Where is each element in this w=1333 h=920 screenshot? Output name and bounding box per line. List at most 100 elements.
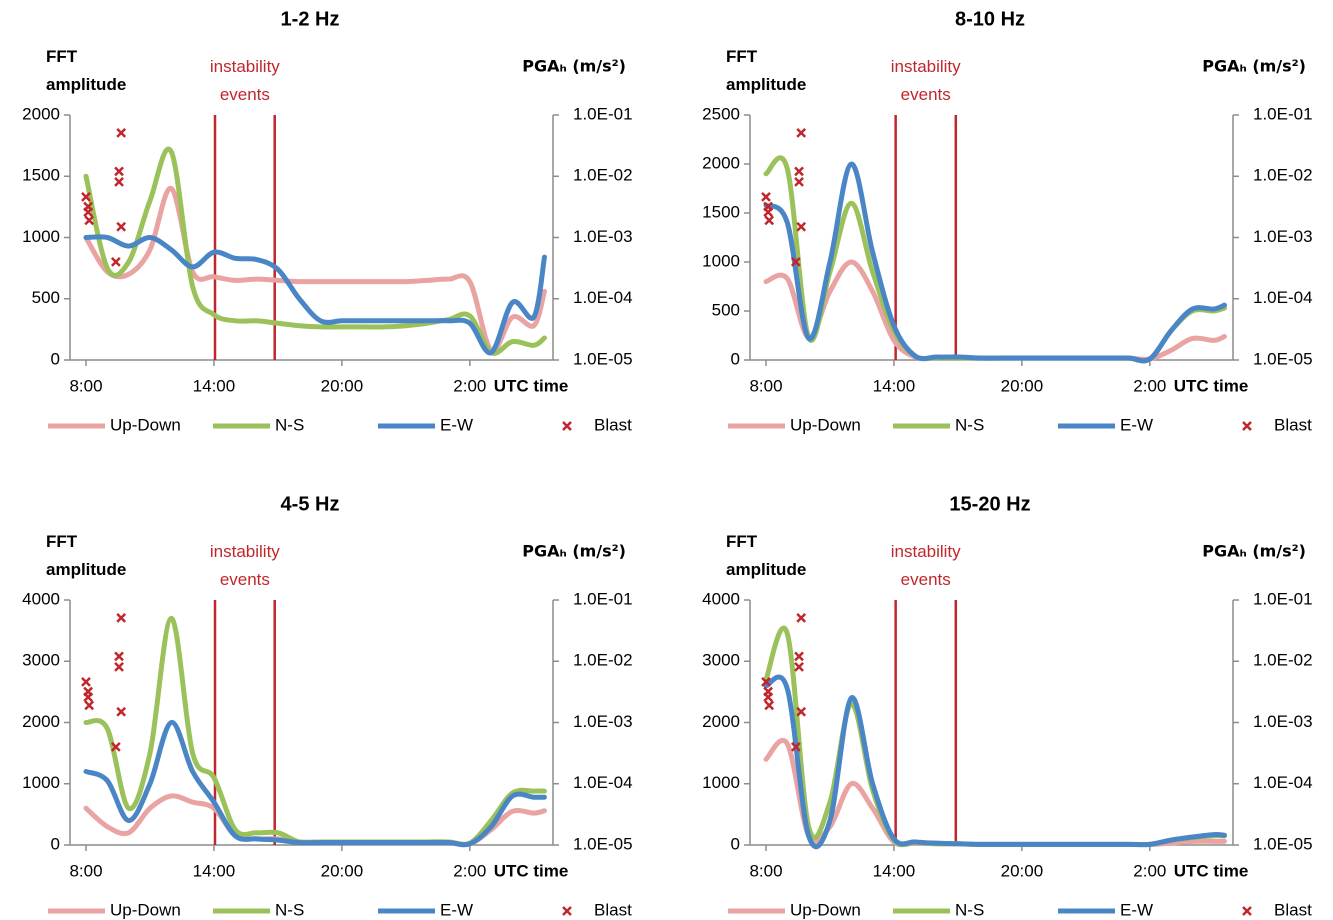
y-tick-label: 1000 [702,251,740,270]
y-tick-label: 0 [51,349,60,368]
blast-marker [790,741,801,752]
y2-tick-label: 1.0E-03 [573,227,633,246]
legend-label: N-S [955,900,984,919]
y-tick-label: 1000 [702,773,740,792]
x-tick-label: 8:00 [749,376,782,395]
data-line [83,234,547,356]
blast-marker [761,192,771,202]
y2-axis-label: PGAₕ (m/s²) [522,57,626,76]
x-tick-label: 2:00 [1133,376,1166,395]
y2-axis-label: PGAₕ (m/s²) [1202,57,1306,76]
annotation: instability events [890,542,961,589]
blast-marker [796,613,807,623]
annotation: instability events [890,57,961,104]
y2-tick-label: 1.0E-01 [573,589,633,608]
chart-title: 1-2 Hz [281,8,340,30]
y-tick-label: 3000 [22,651,60,670]
legend-label: Blast [1274,900,1312,919]
blast-marker [794,661,804,672]
blast-marker [763,207,774,217]
chart: 4-5 Hz PGAₕ (m/s²) UTC time 0 1000 2000 3000 40… [22,493,633,919]
legend-label: Up-Down [790,415,861,434]
y2-tick-label: 1.0E-04 [1253,288,1313,307]
y2-tick-label: 1.0E-03 [573,712,633,731]
y-tick-label: 500 [712,300,740,319]
legend-label: Blast [594,415,632,434]
x-tick-label: 8:00 [69,376,102,395]
data-line [83,185,547,354]
x-tick-label: 20:00 [1001,376,1044,395]
blast-marker [794,651,804,662]
data-line [763,259,1227,362]
x-tick-label: 20:00 [321,861,364,880]
x-tick-label: 2:00 [453,861,486,880]
y2-tick-label: 1.0E-05 [1253,349,1313,368]
x-tick-label: 8:00 [69,861,102,880]
legend-marker [562,421,572,431]
blast-marker [83,692,94,702]
legend-label: Up-Down [790,900,861,919]
data-line [83,720,547,848]
y-tick-label: 4000 [702,589,740,608]
y-tick-label: 4000 [22,589,60,608]
chart-panel: 15-20 Hz PGAₕ (m/s²) UTC time 0 1000 2000 3000… [680,485,1333,920]
data-line [763,161,1227,364]
chart-title: 8-10 Hz [955,8,1025,30]
x-axis-label: UTC time [1174,376,1249,395]
x-tick-label: 20:00 [321,376,364,395]
blast-marker [114,661,124,672]
blast-marker [796,706,807,717]
blast-marker [796,221,807,232]
y-axis-label: FFT amplitude [46,47,127,94]
chart: 8-10 Hz PGAₕ (m/s²) UTC time 0 500 1000 1500 20… [702,8,1313,434]
blast-marker [761,677,771,687]
chart-title: 15-20 Hz [949,493,1030,515]
y2-tick-label: 1.0E-04 [573,773,633,792]
blast-marker [116,706,127,717]
chart: 15-20 Hz PGAₕ (m/s²) UTC time 0 1000 2000 3000… [702,493,1313,919]
blast-marker [116,128,127,138]
legend-marker [562,906,572,916]
y-tick-label: 1000 [22,227,60,246]
blast-marker [764,700,775,711]
chart-title: 4-5 Hz [281,493,340,515]
y-axis-label: FFT amplitude [726,532,807,579]
blast-marker [81,192,91,202]
x-tick-label: 20:00 [1001,861,1044,880]
blast-marker [114,651,124,662]
blast-marker [763,692,774,702]
data-line [763,674,1227,850]
annotation: instability events [209,57,280,104]
y-tick-label: 3000 [702,651,740,670]
y2-tick-label: 1.0E-02 [573,651,633,670]
x-tick-label: 2:00 [453,376,486,395]
chart: 1-2 Hz PGAₕ (m/s²) UTC time 0 500 1000 1500 200… [22,8,633,434]
y-tick-label: 500 [32,288,60,307]
y-tick-label: 2000 [702,153,740,172]
y2-tick-label: 1.0E-02 [1253,651,1313,670]
y2-tick-label: 1.0E-05 [573,834,633,853]
y-tick-label: 2000 [22,712,60,731]
legend-label: Up-Down [110,900,181,919]
y2-tick-label: 1.0E-03 [1253,712,1313,731]
blast-marker [764,215,775,226]
legend-label: Blast [1274,415,1312,434]
y-tick-label: 0 [51,834,60,853]
y-tick-label: 2000 [22,104,60,123]
y2-tick-label: 1.0E-04 [1253,773,1313,792]
blast-marker [794,166,804,177]
x-axis-label: UTC time [494,861,569,880]
blast-marker [790,256,801,267]
y-axis-label: FFT amplitude [726,47,807,94]
blast-marker [116,221,127,232]
legend-label: E-W [1120,415,1153,434]
legend-label: Blast [594,900,632,919]
blast-marker [116,613,127,623]
x-tick-label: 8:00 [749,861,782,880]
x-axis-label: UTC time [494,376,569,395]
x-tick-label: 2:00 [1133,861,1166,880]
annotation: instability events [209,542,280,589]
y-tick-label: 2000 [702,712,740,731]
x-tick-label: 14:00 [193,376,236,395]
y-axis-label: FFT amplitude [46,532,127,579]
